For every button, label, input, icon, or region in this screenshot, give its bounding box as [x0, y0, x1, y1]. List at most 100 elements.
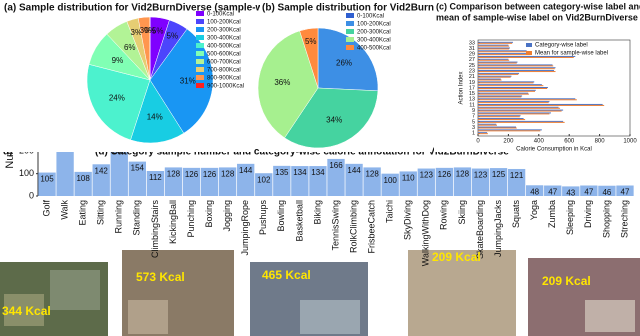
x-tick-label: Standing — [132, 200, 142, 236]
slice-label: 6% — [124, 43, 136, 52]
value-label: 128 — [456, 170, 470, 179]
y-tick-label: 1 — [472, 131, 475, 137]
chart-title: (d) Category sample number and category-… — [95, 147, 509, 158]
value-label: 110 — [402, 174, 415, 183]
y-tick-label: 3 — [472, 125, 475, 131]
x-tick-label: Taichi — [385, 200, 395, 223]
value-label: 102 — [257, 175, 271, 184]
bar — [478, 82, 534, 84]
x-tick-label: ClimbingStairs — [150, 200, 160, 259]
x-tick-label: JumpingJacks — [493, 200, 503, 258]
x-tick-label: Punching — [186, 200, 196, 238]
bar — [616, 185, 634, 196]
bar — [478, 119, 526, 121]
value-label: 47 — [584, 188, 593, 197]
legend-label: Mean for sample-wise label — [535, 51, 608, 57]
bar — [255, 173, 273, 196]
y-axis-label: Action Index — [459, 71, 465, 104]
bar — [478, 93, 529, 95]
bar — [478, 85, 544, 87]
y-tick-label: 27 — [469, 57, 475, 63]
bar — [562, 186, 580, 196]
legend-swatch — [196, 19, 204, 24]
bar — [478, 123, 497, 125]
pie-slice — [317, 27, 379, 92]
value-label: 135 — [275, 168, 289, 177]
x-tick-label: 400 — [534, 139, 545, 145]
x-tick-label: Squats — [511, 200, 521, 229]
photo — [4, 294, 44, 326]
bar — [478, 73, 519, 75]
bar — [478, 88, 548, 89]
bar — [478, 51, 528, 53]
value-label: 166 — [329, 161, 343, 170]
photos — [0, 250, 640, 336]
value-label: 108 — [76, 174, 90, 183]
bar — [489, 168, 508, 196]
bar — [478, 107, 561, 109]
photo — [300, 300, 360, 334]
value-label: 126 — [438, 170, 452, 179]
bar — [182, 167, 201, 196]
bar — [478, 68, 555, 70]
x-tick-label: RolkClimbing — [348, 200, 358, 253]
x-tick-label: Sleeping — [565, 200, 575, 235]
bar — [478, 98, 576, 100]
photo — [50, 270, 100, 310]
x-tick-label: KickingBall — [168, 200, 178, 244]
legend-swatch — [346, 37, 354, 42]
kcal-label: 344 Kcal — [2, 304, 51, 318]
bar — [478, 126, 516, 128]
slice-label: 5% — [167, 31, 179, 40]
x-tick-label: Pushups — [258, 200, 268, 236]
bar — [478, 75, 512, 77]
value-label: 125 — [492, 170, 506, 179]
bar — [478, 103, 603, 105]
bar — [478, 96, 522, 98]
value-label: 123 — [474, 171, 488, 180]
panel-bg — [434, 0, 640, 152]
photo — [128, 300, 168, 334]
bar — [478, 110, 562, 112]
x-tick-label: JumpingRope — [240, 200, 250, 256]
bar — [478, 87, 548, 88]
legend-label: 400-500Kcal — [207, 44, 241, 50]
x-tick-label: Shopping — [601, 200, 611, 238]
x-tick-label: Running — [114, 200, 124, 234]
bar — [38, 172, 56, 196]
pie-slice — [257, 30, 319, 139]
bar — [507, 168, 526, 196]
bar — [478, 101, 550, 103]
value-label: 154 — [131, 164, 145, 173]
slice-label: 5% — [305, 37, 317, 46]
x-tick-label: 1000 — [623, 139, 637, 145]
bar — [478, 67, 556, 69]
legend-swatch — [196, 75, 204, 80]
bar — [478, 115, 521, 117]
kcal-label: 573 Kcal — [136, 270, 185, 284]
bar — [327, 158, 345, 196]
bar — [478, 71, 556, 73]
slice-label: 5% — [152, 27, 164, 36]
bar — [478, 113, 550, 115]
value-label: 128 — [221, 170, 235, 179]
bar — [478, 54, 531, 56]
pie-slice — [86, 64, 151, 141]
slice-label: 3% — [140, 26, 152, 35]
bar — [478, 44, 509, 46]
value-label: 134 — [293, 168, 307, 177]
x-tick-label: Zumba — [547, 200, 557, 228]
y-tick-label: 11 — [469, 102, 475, 108]
x-tick-label: Driving — [583, 200, 593, 228]
bar — [309, 166, 327, 196]
y-tick-label: 7 — [472, 114, 475, 120]
legend-label: 200-300Kcal — [357, 30, 391, 36]
bar — [417, 168, 435, 196]
y-tick-label: 25 — [469, 63, 475, 69]
bar — [478, 132, 488, 134]
legend-label: 500-600Kcal — [207, 52, 241, 58]
bar — [598, 185, 616, 196]
x-tick-label: SkyDiving — [403, 200, 413, 240]
legend-swatch — [196, 51, 204, 56]
